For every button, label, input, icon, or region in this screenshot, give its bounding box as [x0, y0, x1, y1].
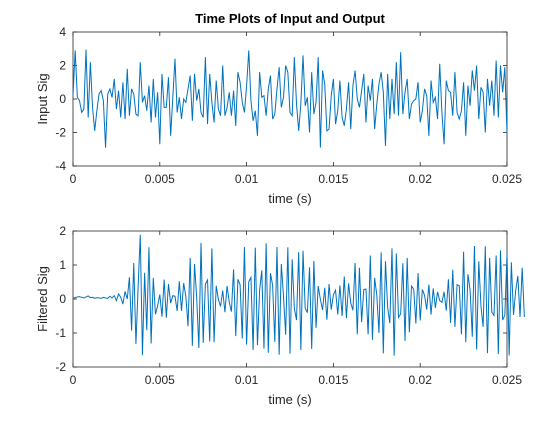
axes-filtered: 0 0.005 0.01 0.015 0.02 0.025 -2 -1 0 1 2 time (s… [35, 224, 525, 407]
y-axis-label: Input Sig [35, 73, 50, 124]
x-tick-label: 0 [70, 172, 77, 186]
x-tick-label: 0.025 [492, 172, 522, 186]
axes-input: 0 0.005 0.01 0.015 0.02 0.025 -4 -2 0 2 4 time (s… [35, 25, 522, 206]
y-tick-label: 0 [59, 292, 66, 306]
x-tick-label: 0 [70, 373, 77, 387]
input-signal-line [72, 49, 508, 148]
x-tick-label: 0.02 [409, 373, 433, 387]
y-tick-label: 0 [59, 92, 66, 106]
x-tick-label: 0.015 [318, 373, 348, 387]
x-tick-label: 0.01 [235, 172, 259, 186]
x-axis-label: time (s) [268, 392, 311, 407]
y-tick-label: -2 [55, 126, 66, 140]
y-tick-label: 2 [59, 59, 66, 73]
y-tick-label: 4 [59, 25, 66, 39]
x-tick-label: 0.01 [235, 373, 259, 387]
y-axis-label: Filtered Sig [35, 266, 50, 332]
y-tick-label: -4 [55, 159, 66, 173]
x-tick-label: 0.015 [318, 172, 348, 186]
x-ticks: 0 0.005 0.01 0.015 0.02 0.025 [70, 231, 522, 387]
x-tick-label: 0.025 [492, 373, 522, 387]
x-tick-label: 0.005 [145, 373, 175, 387]
y-tick-label: 2 [59, 224, 66, 238]
figure-title: Time Plots of Input and Output [195, 11, 385, 26]
x-axis-label: time (s) [268, 191, 311, 206]
axes-frame [72, 31, 508, 167]
x-tick-label: 0.02 [409, 172, 433, 186]
y-ticks: -2 -1 0 1 2 [55, 224, 507, 374]
y-ticks: -4 -2 0 2 4 [55, 25, 507, 173]
y-tick-label: -1 [55, 326, 66, 340]
y-tick-label: 1 [59, 258, 66, 272]
filtered-signal-line [72, 234, 525, 356]
x-ticks: 0 0.005 0.01 0.015 0.02 0.025 [70, 32, 522, 186]
x-tick-label: 0.005 [145, 172, 175, 186]
y-tick-label: -2 [55, 360, 66, 374]
